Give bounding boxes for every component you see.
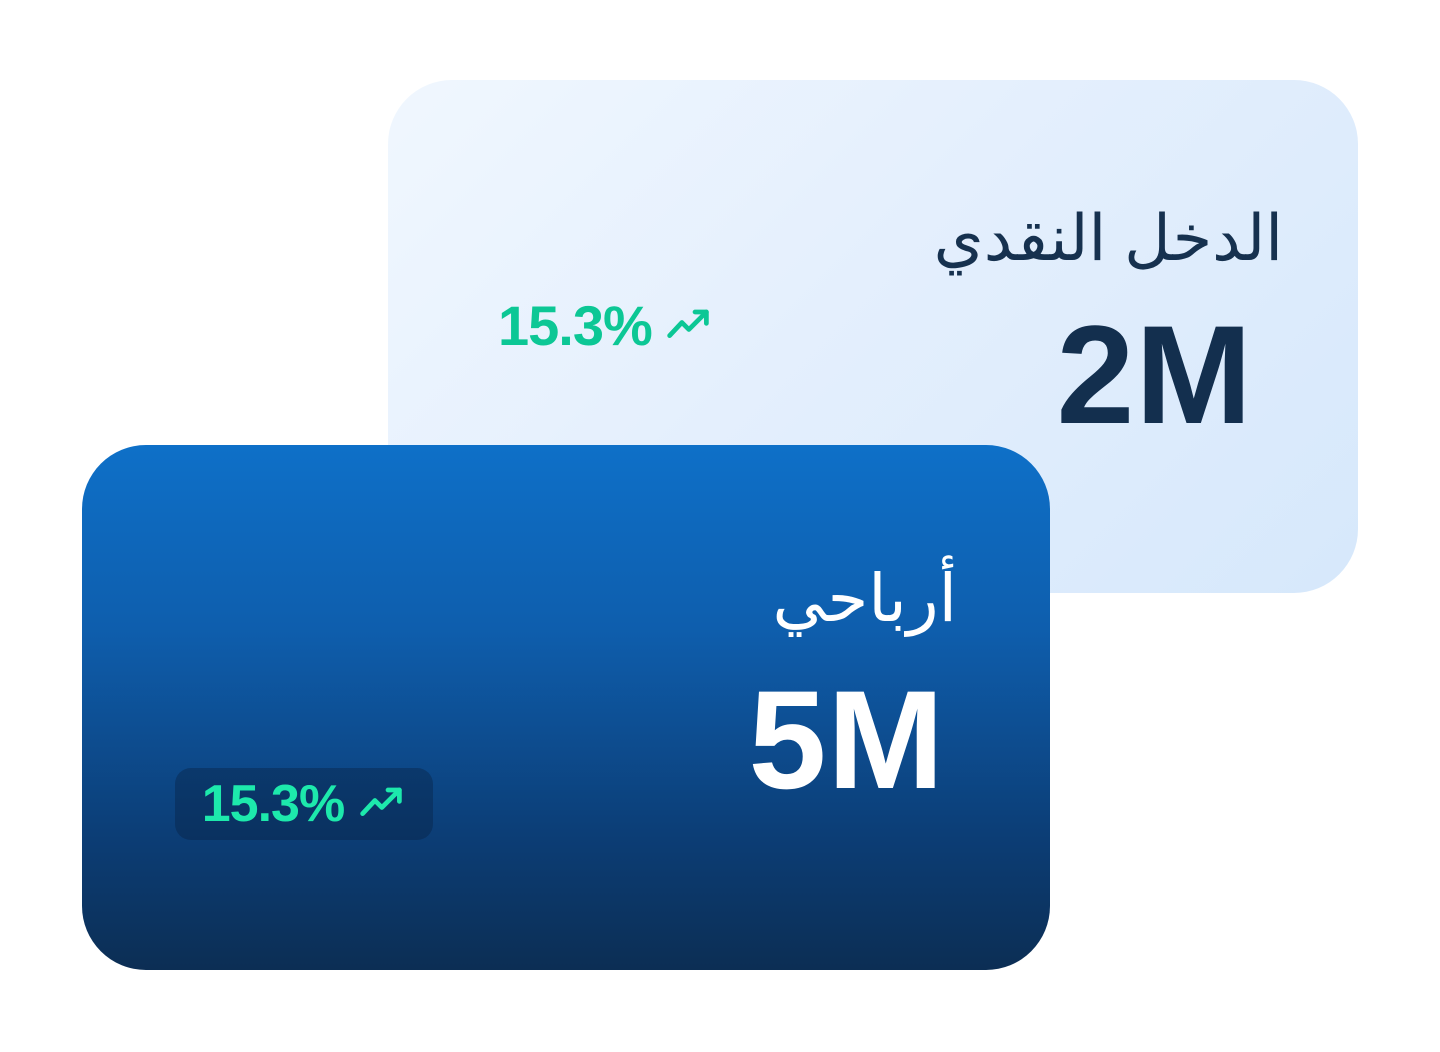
profits-change-percentage: 15.3%: [201, 775, 345, 833]
cash-income-value: 2M: [1056, 296, 1253, 453]
cash-income-title: الدخل النقدي: [933, 202, 1283, 274]
cash-income-change-percentage: 15.3%: [498, 294, 653, 357]
trending-up-icon: [664, 305, 712, 347]
cash-income-change: 15.3%: [498, 298, 712, 354]
profits-change-badge: 15.3%: [175, 768, 433, 840]
profits-card: أرباحي 5M 15.3%: [82, 445, 1050, 970]
trending-up-icon: [356, 783, 406, 825]
profits-value: 5M: [748, 661, 945, 818]
profits-title: أرباحي: [772, 561, 958, 635]
